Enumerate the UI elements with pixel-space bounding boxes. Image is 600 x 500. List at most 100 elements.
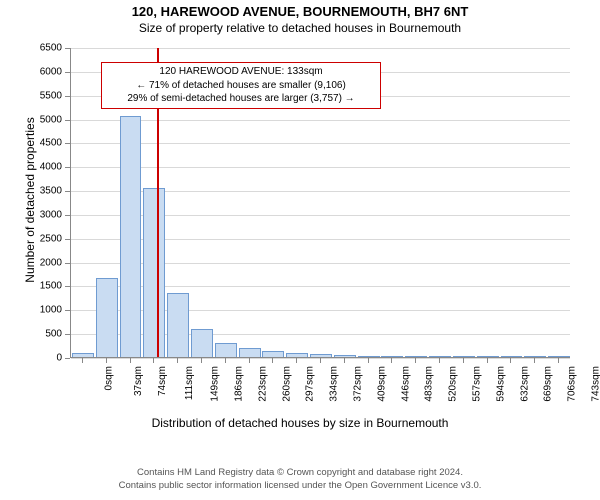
bar [429, 356, 451, 357]
bar [215, 343, 237, 357]
footer-line: Contains public sector information licen… [0, 480, 600, 492]
x-tick [558, 358, 559, 363]
chart-area: Number of detached properties 120 HAREWO… [0, 0, 600, 500]
x-tick-label: 743sqm [591, 366, 600, 402]
x-tick [249, 358, 250, 363]
annotation-line: 120 HAREWOOD AVENUE: 133sqm [108, 65, 374, 79]
x-tick [368, 358, 369, 363]
x-tick-label: 111sqm [184, 366, 195, 400]
bar [358, 356, 380, 357]
x-tick [439, 358, 440, 363]
y-tick [65, 215, 70, 216]
x-tick-label: 334sqm [329, 366, 340, 402]
x-tick [82, 358, 83, 363]
y-tick-label: 3500 [0, 186, 62, 197]
x-tick-label: 260sqm [281, 366, 292, 402]
y-tick [65, 72, 70, 73]
x-tick-label: 632sqm [519, 366, 530, 402]
y-tick-label: 4500 [0, 138, 62, 149]
plot-area: 120 HAREWOOD AVENUE: 133sqm ← 71% of det… [70, 48, 570, 358]
y-tick [65, 334, 70, 335]
y-tick-label: 3000 [0, 209, 62, 220]
footer-line: Contains HM Land Registry data © Crown c… [0, 467, 600, 479]
x-tick [106, 358, 107, 363]
x-tick [272, 358, 273, 363]
y-tick [65, 286, 70, 287]
bar [72, 353, 94, 357]
x-tick [415, 358, 416, 363]
x-tick [463, 358, 464, 363]
gridline [71, 167, 570, 168]
y-tick-label: 4000 [0, 162, 62, 173]
bar [381, 356, 403, 357]
y-axis-label: Number of detached properties [23, 100, 37, 300]
x-tick [177, 358, 178, 363]
y-tick [65, 239, 70, 240]
x-tick-label: 149sqm [210, 366, 221, 402]
x-tick [296, 358, 297, 363]
annotation-line: ← 71% of detached houses are smaller (9,… [108, 79, 374, 93]
y-tick [65, 48, 70, 49]
y-tick-label: 5000 [0, 114, 62, 125]
y-tick-label: 1000 [0, 305, 62, 316]
gridline [71, 143, 570, 144]
y-tick [65, 310, 70, 311]
annotation-line: 29% of semi-detached houses are larger (… [108, 92, 374, 106]
gridline [71, 120, 570, 121]
y-tick-label: 2500 [0, 233, 62, 244]
x-tick [510, 358, 511, 363]
x-tick [153, 358, 154, 363]
y-tick-label: 2000 [0, 257, 62, 268]
footer: Contains HM Land Registry data © Crown c… [0, 467, 600, 492]
x-tick-label: 483sqm [424, 366, 435, 402]
x-axis-label: Distribution of detached houses by size … [0, 416, 600, 430]
x-tick [320, 358, 321, 363]
x-tick-label: 520sqm [448, 366, 459, 402]
annotation-box: 120 HAREWOOD AVENUE: 133sqm ← 71% of det… [101, 62, 381, 109]
y-tick-label: 6000 [0, 66, 62, 77]
x-tick [344, 358, 345, 363]
y-tick [65, 191, 70, 192]
x-tick [130, 358, 131, 363]
x-tick [201, 358, 202, 363]
y-tick [65, 143, 70, 144]
x-tick [534, 358, 535, 363]
y-tick-label: 6500 [0, 43, 62, 54]
x-tick-label: 0sqm [103, 366, 114, 390]
x-tick [487, 358, 488, 363]
bar [286, 353, 308, 357]
x-tick-label: 37sqm [133, 366, 144, 396]
bar [405, 356, 427, 357]
bar [96, 278, 118, 357]
bar [167, 293, 189, 357]
x-tick-label: 706sqm [567, 366, 578, 402]
bar [191, 329, 213, 357]
bar [453, 356, 475, 357]
x-tick [391, 358, 392, 363]
y-tick [65, 263, 70, 264]
gridline [71, 48, 570, 49]
x-tick-label: 594sqm [495, 366, 506, 402]
bar [310, 354, 332, 357]
x-tick-label: 297sqm [305, 366, 316, 402]
bar [262, 351, 284, 357]
x-tick [225, 358, 226, 363]
x-tick-label: 223sqm [257, 366, 268, 402]
x-tick-label: 557sqm [472, 366, 483, 402]
y-tick [65, 96, 70, 97]
x-tick-label: 74sqm [157, 366, 168, 396]
y-tick [65, 120, 70, 121]
y-tick-label: 500 [0, 329, 62, 340]
y-tick-label: 0 [0, 353, 62, 364]
x-tick-label: 409sqm [376, 366, 387, 402]
bar [334, 355, 356, 357]
bar [548, 356, 570, 357]
bar [477, 356, 499, 357]
x-tick-label: 186sqm [234, 366, 245, 402]
x-tick-label: 446sqm [400, 366, 411, 402]
y-tick [65, 167, 70, 168]
y-tick-label: 5500 [0, 90, 62, 101]
x-tick-label: 669sqm [543, 366, 554, 402]
bar [524, 356, 546, 357]
y-tick-label: 1500 [0, 281, 62, 292]
